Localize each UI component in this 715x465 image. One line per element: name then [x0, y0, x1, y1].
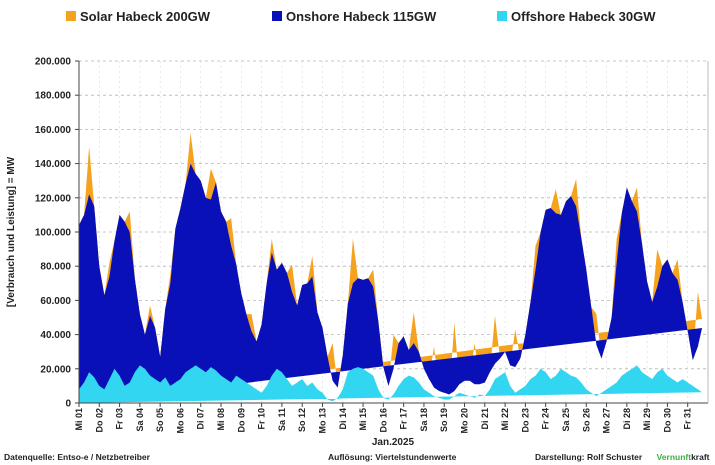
legend-swatch-offshore [497, 11, 507, 21]
x-tick-label: Sa 18 [419, 408, 429, 432]
x-tick-label: Mi 29 [642, 408, 652, 431]
x-tick-label: Do 02 [94, 408, 104, 433]
x-tick-label: So 12 [297, 408, 307, 432]
footer-source: Datenquelle: Entso-e / Netzbetreiber [4, 452, 151, 462]
footer-brand-b: kraft [691, 452, 710, 462]
y-tick-label: 180.000 [35, 91, 72, 102]
y-tick-label: 120.000 [35, 193, 72, 204]
series-area-offshore [79, 365, 703, 403]
y-tick-label: 80.000 [40, 262, 71, 273]
footer-resolution: Auflösung: Viertelstundenwerte [328, 452, 457, 462]
y-tick-label: 200.000 [35, 57, 72, 68]
x-tick-label: Sa 25 [561, 408, 571, 432]
footer-author: Darstellung: Rolf Schuster Vernunftkraft [535, 452, 710, 462]
x-tick-label: So 19 [439, 408, 449, 432]
y-tick-label: 0 [65, 399, 71, 410]
x-tick-label: Fr 24 [541, 408, 551, 430]
x-tick-label: Fr 10 [257, 408, 267, 430]
x-tick-label: Fr 03 [115, 408, 125, 430]
y-tick-label: 140.000 [35, 159, 72, 170]
legend: Solar Habeck 200GW Onshore Habeck 115GW … [66, 9, 656, 24]
x-tick-label: Do 16 [378, 408, 388, 433]
legend-label-solar: Solar Habeck 200GW [80, 9, 211, 24]
x-tick-label: Do 09 [236, 408, 246, 433]
x-tick-label: So 05 [155, 408, 165, 432]
footer-brand-a: Vernunft [657, 452, 692, 462]
x-tick-label: Mo 13 [318, 408, 328, 434]
x-axis-label: Jan.2025 [372, 437, 415, 448]
x-tick-label: So 26 [581, 408, 591, 432]
x-tick-label: Di 21 [480, 408, 490, 430]
x-ticks: Mi 01 Do 02 Fr 03 Sa 04 So 05 Mo 06 Di 07 Mi 08… [74, 403, 693, 434]
x-tick-label: Do 23 [520, 408, 530, 433]
x-tick-label: Sa 04 [135, 408, 145, 432]
y-axis-label: [Verbrauch und Leistung] = MW [6, 156, 17, 307]
series-area-onshore [79, 163, 703, 403]
x-tick-label: Mo 06 [176, 408, 186, 434]
plot-areas [79, 132, 703, 404]
legend-label-onshore: Onshore Habeck 115GW [286, 9, 437, 24]
y-tick-label: 40.000 [40, 330, 71, 341]
x-tick-label: Fr 17 [399, 408, 409, 430]
x-tick-label: Sa 11 [277, 408, 287, 431]
x-tick-label: Mi 22 [500, 408, 510, 431]
y-tick-label: 100.000 [35, 228, 72, 239]
x-tick-label: Di 28 [622, 408, 632, 430]
y-tick-label: 160.000 [35, 125, 72, 136]
legend-swatch-solar [66, 11, 76, 21]
x-tick-label: Mi 08 [216, 408, 226, 431]
x-tick-label: Di 07 [196, 408, 206, 430]
legend-swatch-onshore [272, 11, 282, 21]
legend-label-offshore: Offshore Habeck 30GW [511, 9, 656, 24]
x-tick-label: Do 30 [662, 408, 672, 433]
x-tick-label: Di 14 [338, 408, 348, 430]
y-ticks: 0 20.000 40.000 60.000 80.000 100.000 120.000 1… [35, 57, 79, 410]
footer-author-prefix: Darstellung: Rolf Schuster [535, 452, 643, 462]
x-tick-label: Mo 27 [602, 408, 612, 434]
y-tick-label: 60.000 [40, 296, 71, 307]
x-tick-label: Mi 01 [74, 408, 84, 431]
x-tick-label: Mi 15 [358, 408, 368, 431]
y-tick-label: 20.000 [40, 364, 71, 375]
x-tick-label: Fr 31 [683, 408, 693, 430]
x-tick-label: Mo 20 [460, 408, 470, 434]
